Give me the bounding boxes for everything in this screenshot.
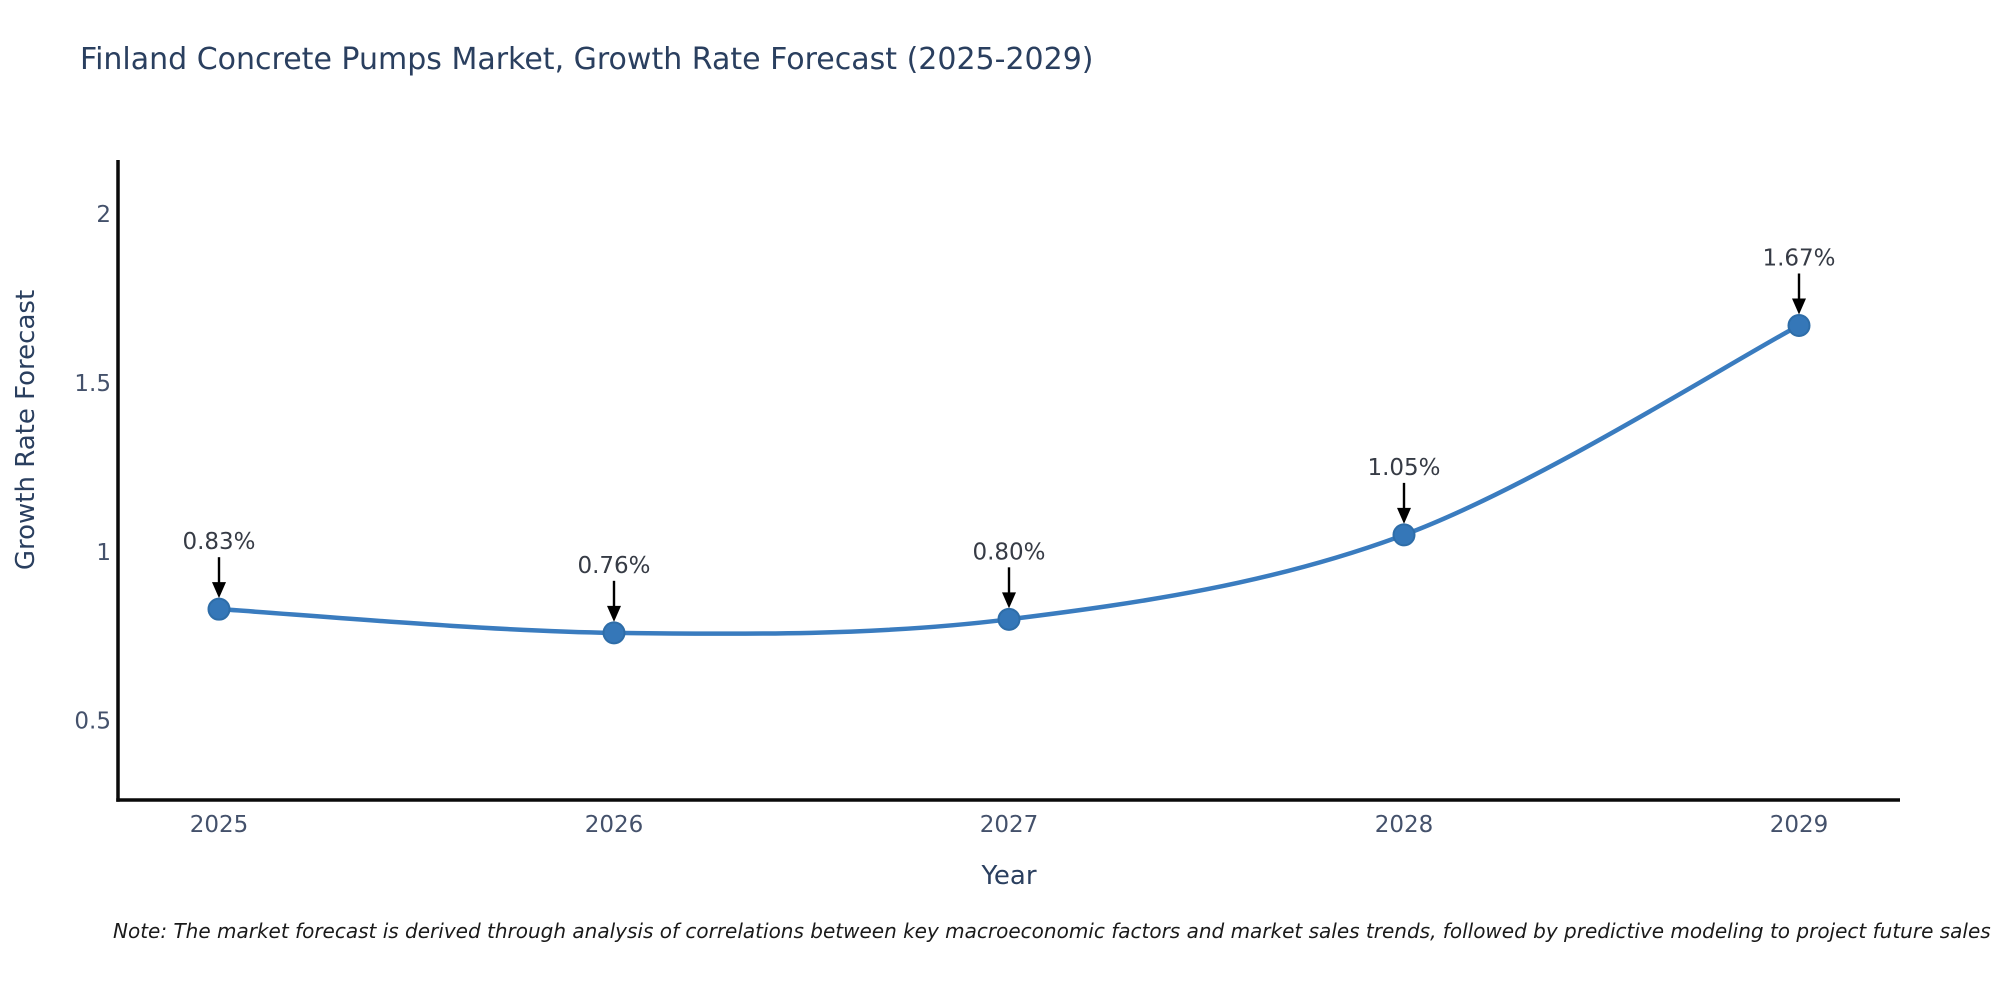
y-tick-label: 1.5 (74, 371, 111, 397)
data-point-marker (1787, 313, 1811, 337)
point-value-label: 1.05% (1367, 455, 1440, 481)
x-tick-label: 2029 (1770, 812, 1829, 838)
annotation-arrow-head (212, 582, 226, 599)
footnote: Note: The market forecast is derived thr… (113, 919, 1991, 943)
data-point-marker (1392, 523, 1416, 547)
data-point-marker (207, 597, 231, 621)
x-tick-label: 2027 (980, 812, 1039, 838)
annotation-arrow-head (1397, 507, 1411, 524)
x-tick-label: 2025 (190, 812, 249, 838)
point-value-label: 0.83% (182, 529, 255, 555)
point-value-label: 1.67% (1762, 245, 1835, 271)
x-tick-label: 2026 (585, 812, 644, 838)
y-tick-label: 0.5 (74, 709, 111, 735)
x-tick-label: 2028 (1375, 812, 1434, 838)
x-axis-title: Year (980, 861, 1036, 891)
point-value-label: 0.76% (577, 553, 650, 579)
data-point-marker (602, 621, 626, 645)
y-tick-label: 1 (96, 540, 111, 566)
data-point-marker (997, 607, 1021, 631)
annotation-arrow-head (1002, 592, 1016, 609)
chart-title: Finland Concrete Pumps Market, Growth Ra… (80, 42, 1094, 77)
y-tick-label: 2 (96, 202, 111, 228)
annotation-arrow-head (607, 605, 621, 622)
annotation-arrow-head (1792, 298, 1806, 315)
point-value-label: 0.80% (972, 539, 1045, 565)
y-axis-title: Growth Rate Forecast (11, 290, 41, 570)
